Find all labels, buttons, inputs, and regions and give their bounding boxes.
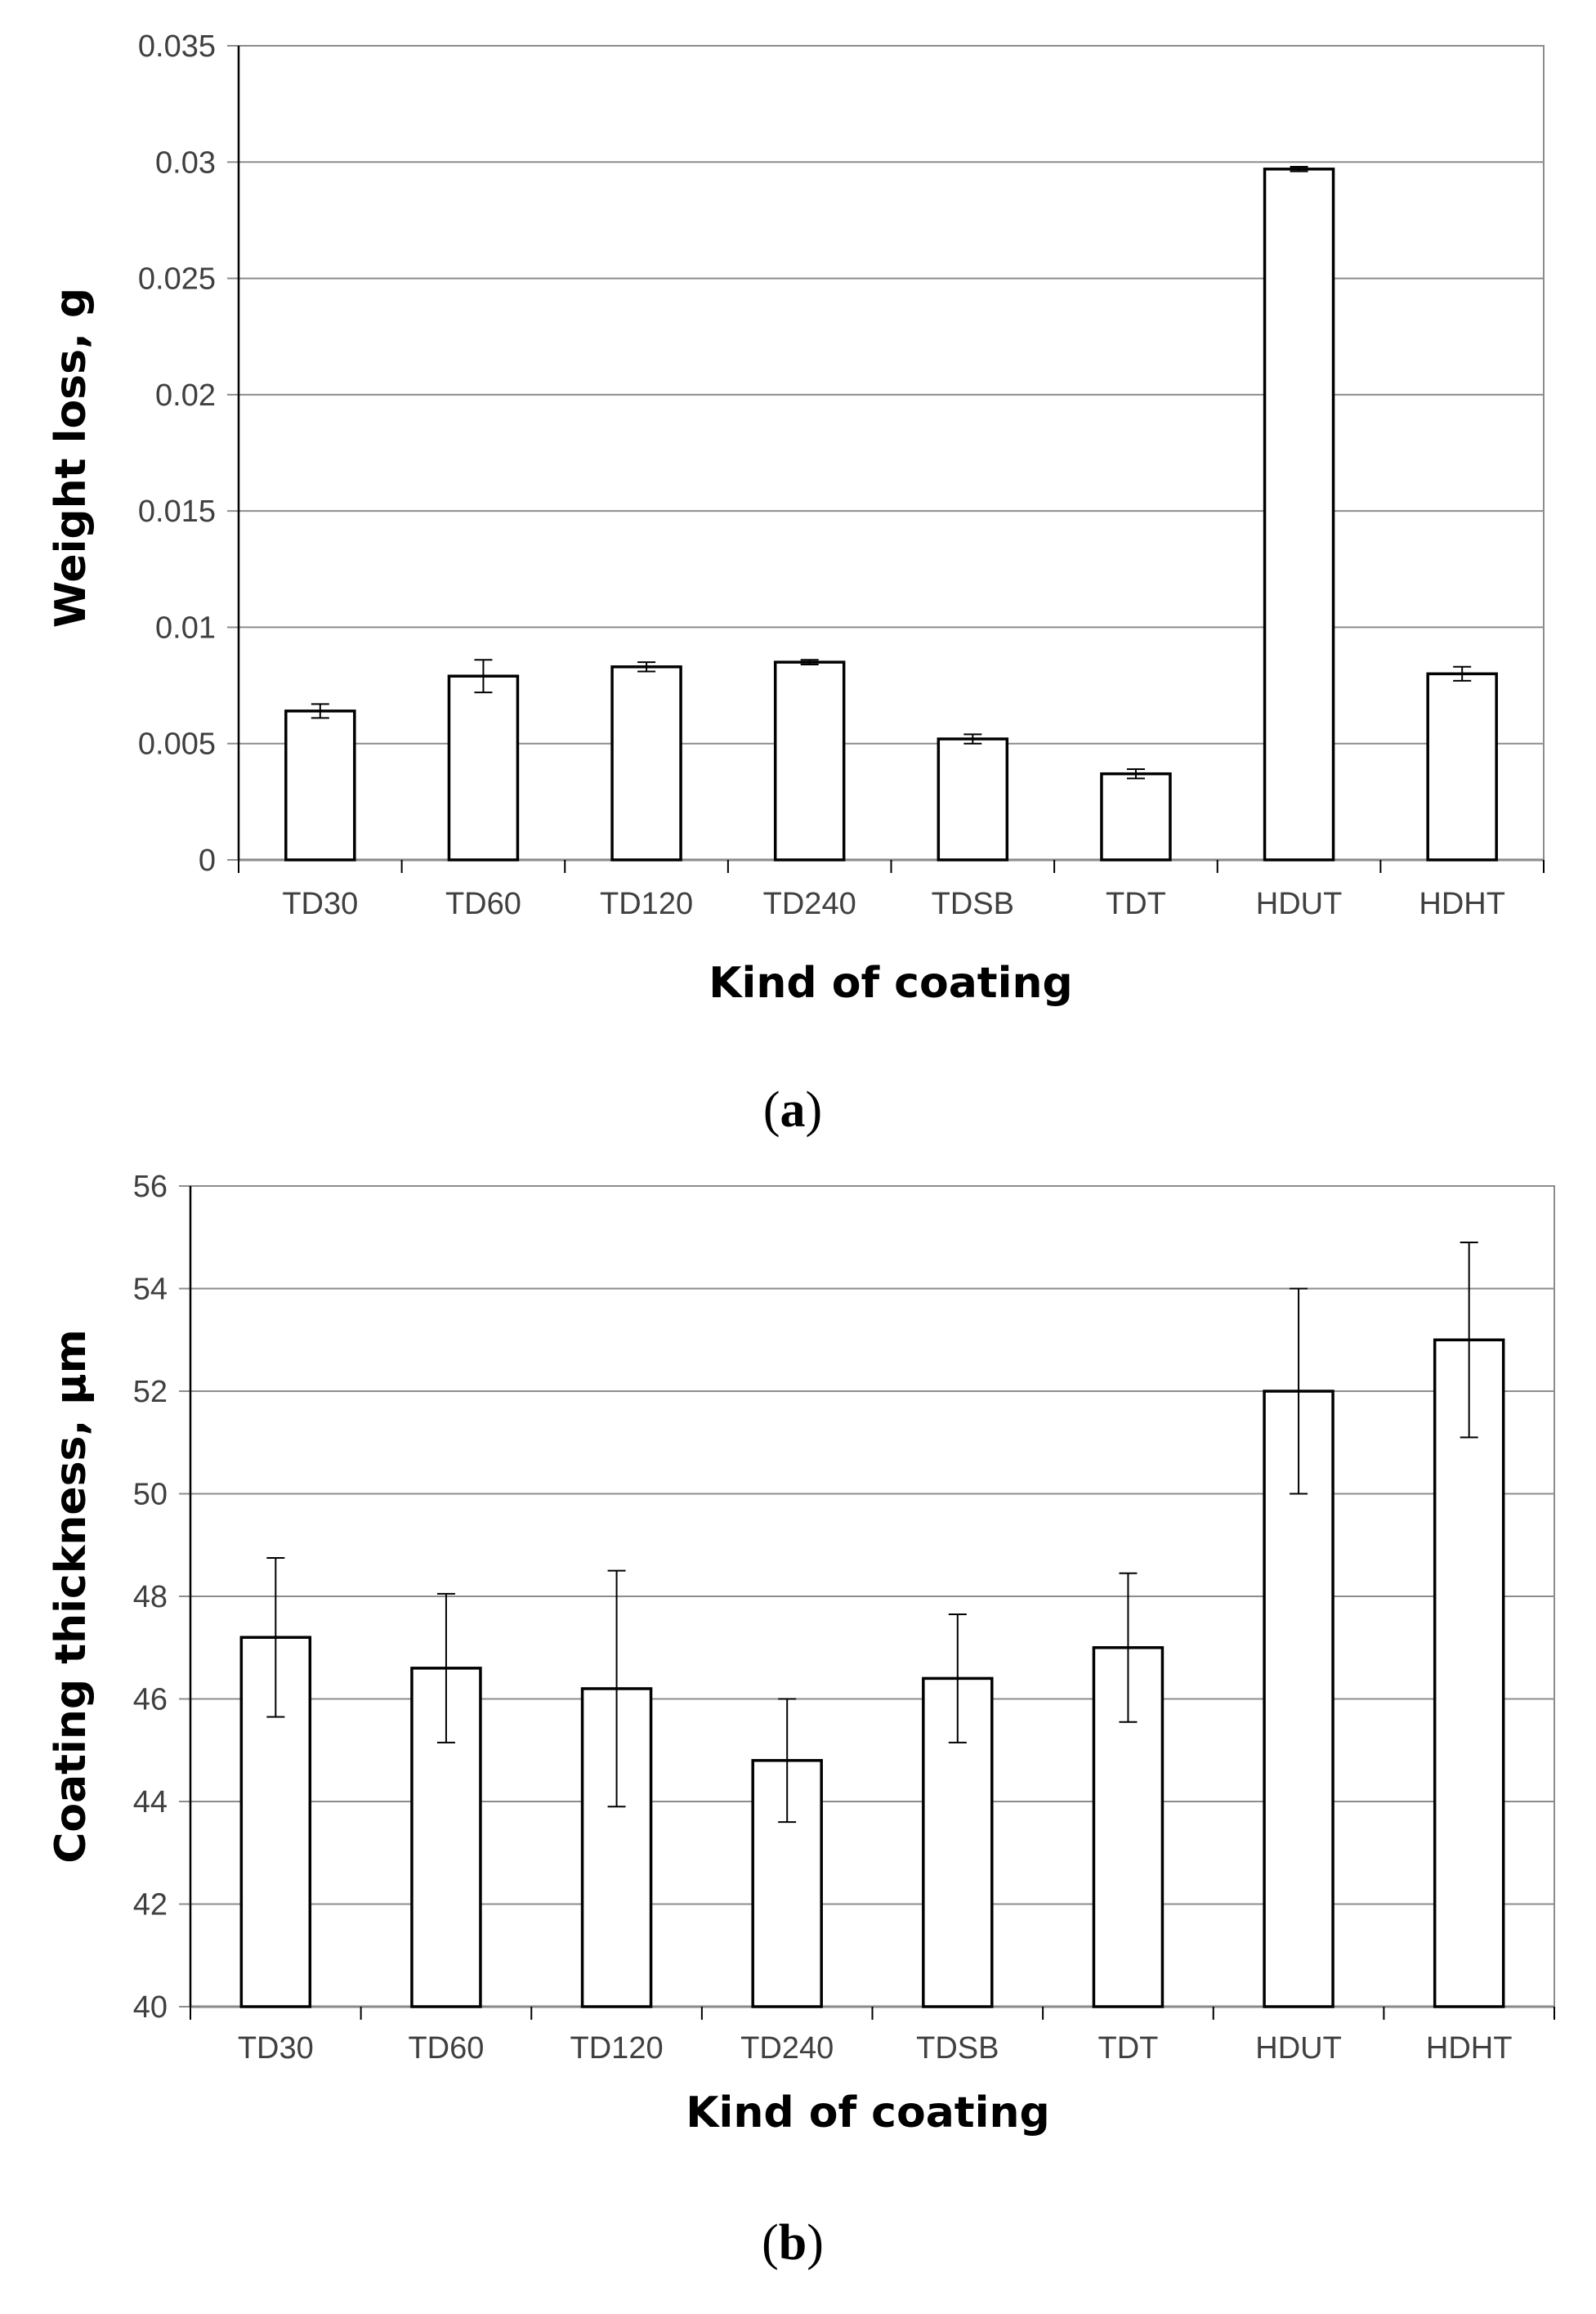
chart-a-y-tick-label: 0.03 xyxy=(155,145,216,180)
chart-b-y-tick-label: 40 xyxy=(133,1990,168,2025)
chart-b-x-tick-label: TD30 xyxy=(238,2031,314,2066)
chart-b-y-axis-title: Coating thickness, µm xyxy=(47,1329,96,1864)
chart-b-x-tick-label: TDT xyxy=(1098,2031,1159,2066)
chart-a-bars xyxy=(284,168,1498,862)
chart-b-y-tick-label: 50 xyxy=(133,1478,168,1512)
chart-a-gridlines xyxy=(227,45,1545,873)
chart-a-x-ticks: TD30 TD60 TD120 TD240 TDSB TDT HDUT HDHT xyxy=(282,887,1505,921)
chart-a-y-tick-label: 0 xyxy=(199,844,216,878)
chart-b-error-bar-hdht xyxy=(1460,1242,1478,1439)
chart-a-y-tick-label: 0.015 xyxy=(138,495,216,529)
chart-a-error-bar-hdht xyxy=(1453,665,1472,682)
chart-a-bar-tdsb xyxy=(937,737,1009,862)
chart-b-x-tick-label: TD240 xyxy=(740,2031,834,2066)
chart-a-x-tick-label: TD30 xyxy=(282,887,358,921)
chart-a-y-tick-label: 0.01 xyxy=(155,611,216,645)
chart-b-y-tick-label: 42 xyxy=(133,1888,168,1922)
chart-a-y-axis-title: Weight loss, g xyxy=(47,288,96,628)
chart-a-bar-hdut xyxy=(1263,168,1335,862)
chart-a-y-ticks: 0 0.005 0.01 0.015 0.02 0.025 0.03 0.035 xyxy=(138,29,216,878)
chart-a-error-bar-td60 xyxy=(474,659,493,694)
chart-a-error-bar-tdt xyxy=(1126,768,1145,780)
chart-b-bar-hdht xyxy=(1433,1338,1505,2008)
chart-b-error-bar-td30 xyxy=(266,1556,285,1718)
chart-b-x-axis-title: Kind of coating xyxy=(686,2088,1049,2137)
chart-b-x-tick-label: TD120 xyxy=(570,2031,664,2066)
chart-a-error-bar-td120 xyxy=(637,661,656,673)
chart-b-y-tick-label: 44 xyxy=(133,1785,168,1819)
chart-b-error-bars xyxy=(266,1242,1478,1824)
chart-a-x-tick-label: HDHT xyxy=(1419,887,1505,921)
chart-b-error-bar-td120 xyxy=(607,1569,626,1808)
chart-a-y-tick-label: 0.035 xyxy=(138,29,216,64)
chart-b-x-tick-label: HDUT xyxy=(1255,2031,1342,2066)
chart-panel-b: 40 42 44 46 48 50 52 54 56 TD30 TD60 TD120 TD240 TDS… xyxy=(47,1170,1555,2271)
chart-b-error-bar-tdsb xyxy=(948,1613,967,1743)
chart-b-y-tick-label: 54 xyxy=(133,1273,168,1307)
chart-b-x-tick-label: TD60 xyxy=(408,2031,484,2066)
chart-b-y-tick-label: 52 xyxy=(133,1375,168,1409)
chart-b-error-bar-hdut xyxy=(1290,1287,1308,1495)
chart-a-plot-frame xyxy=(238,45,1545,861)
chart-b-y-tick-label: 46 xyxy=(133,1683,168,1717)
chart-a-x-tick-label: TDSB xyxy=(932,887,1014,921)
chart-b-x-ticks: TD30 TD60 TD120 TD240 TDSB TDT HDUT HDHT xyxy=(238,2031,1513,2066)
chart-a-error-bars xyxy=(311,165,1472,780)
chart-a-bar-td30 xyxy=(284,709,356,862)
chart-b-y-ticks: 40 42 44 46 48 50 52 54 56 xyxy=(133,1170,168,2025)
chart-a-error-bar-hdut xyxy=(1290,165,1308,172)
chart-a-bar-td120 xyxy=(610,665,682,862)
chart-a-bar-tdt xyxy=(1100,772,1172,862)
chart-a-panel-letter: a xyxy=(780,1082,806,1138)
chart-b-x-tick-label: HDHT xyxy=(1426,2031,1513,2066)
chart-a-y-tick-label: 0.005 xyxy=(138,727,216,762)
chart-a-x-axis-title: Kind of coating xyxy=(709,959,1072,1008)
chart-a-bar-td60 xyxy=(447,674,520,862)
chart-a-y-tick-label: 0.02 xyxy=(155,378,216,413)
chart-b-y-tick-label: 48 xyxy=(133,1580,168,1614)
chart-b-x-tick-label: TDSB xyxy=(916,2031,999,2066)
chart-a-bar-hdht xyxy=(1426,672,1498,862)
chart-a-x-tick-label: TD60 xyxy=(445,887,521,921)
chart-a-error-bar-td240 xyxy=(800,659,819,665)
chart-a-x-tick-label: TD120 xyxy=(600,887,693,921)
chart-b-panel-label: (b) xyxy=(762,2215,824,2271)
chart-b-error-bar-td240 xyxy=(778,1698,797,1824)
chart-b-gridlines xyxy=(179,1185,1555,2020)
chart-a-panel-label: (a) xyxy=(763,1082,822,1138)
chart-b-panel-letter: b xyxy=(779,2215,807,2271)
chart-a-error-bar-tdsb xyxy=(963,733,982,745)
chart-a-bar-td240 xyxy=(773,660,846,862)
chart-b-error-bar-tdt xyxy=(1119,1572,1138,1723)
chart-b-error-bar-td60 xyxy=(436,1592,455,1743)
chart-a-error-bar-td30 xyxy=(311,703,329,719)
chart-a-x-tick-label: HDUT xyxy=(1256,887,1343,921)
chart-a-y-tick-label: 0.025 xyxy=(138,262,216,297)
chart-b-y-tick-label: 56 xyxy=(133,1170,168,1204)
chart-b-bars xyxy=(239,1338,1505,2008)
chart-a-x-tick-label: TDT xyxy=(1106,887,1166,921)
chart-a-x-tick-label: TD240 xyxy=(763,887,856,921)
